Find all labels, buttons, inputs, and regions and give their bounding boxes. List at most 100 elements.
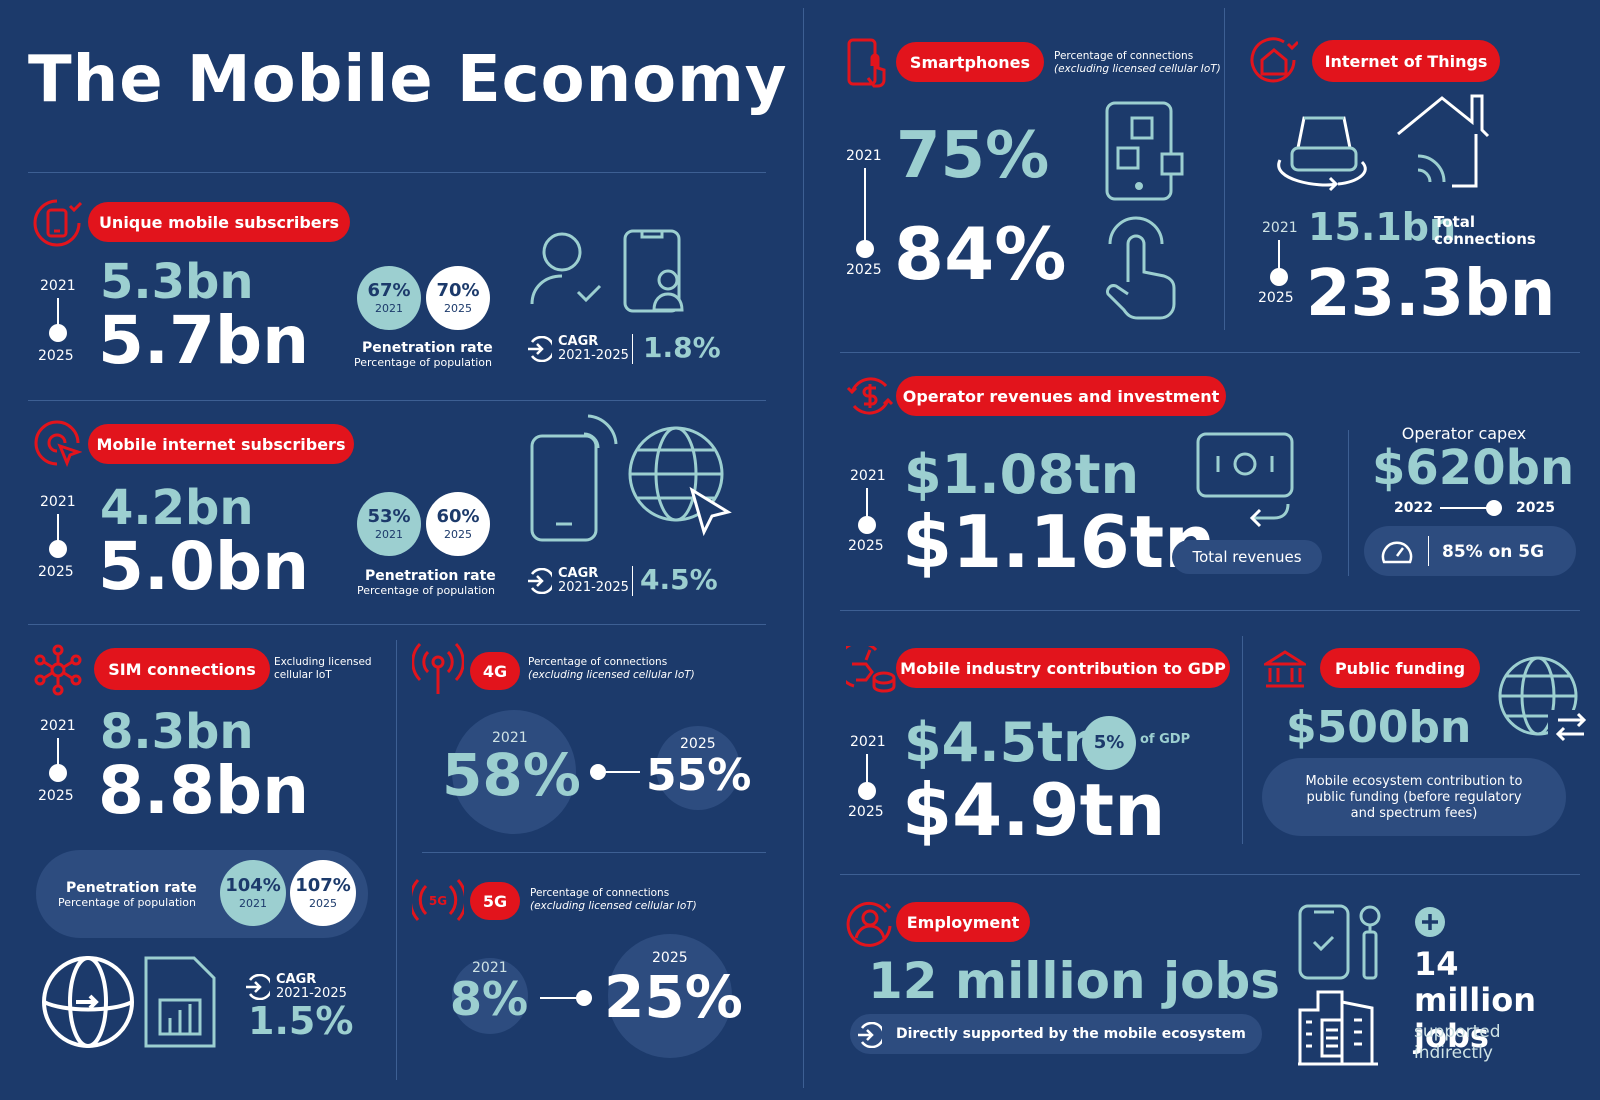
smartphone-touch-icon [846,38,888,88]
connector-line [602,771,640,773]
cagr-label: CAGR [558,566,599,581]
penetration-2021: 67% 2021 [357,266,421,330]
page-title: The Mobile Economy [28,43,788,117]
capex-5g-label: 85% on 5G [1442,542,1545,562]
sim-2021-value: 8.3bn [100,704,254,760]
penetration-title: Penetration rate [362,340,493,356]
divider [396,640,397,1080]
person-check-icon [528,230,602,310]
arrow-in-icon [526,336,552,362]
timeline-dot [858,516,876,534]
connector-dot [590,764,606,780]
iot-note: Total connections [1434,213,1536,248]
4g-2021-value: 58% [442,741,581,809]
bank-icon [1264,650,1306,690]
divider [422,852,766,853]
year-label: 2021 [472,960,508,976]
divider [28,172,766,173]
year-label: 2025 [848,538,884,554]
gdp-label: Mobile industry contribution to GDP [896,648,1230,688]
iot-label: Internet of Things [1312,40,1500,82]
sim-card-icon [142,954,218,1050]
timeline-line [57,298,59,334]
year-label: 2022 [1394,500,1433,516]
divider [1224,8,1225,330]
smartphones-note: Percentage of connections (excluding lice… [1054,50,1221,75]
year-label: 2025 [846,262,882,278]
internet-subscribers-label: Mobile internet subscribers [88,424,354,464]
penetration-subtitle: Percentage of population [354,356,493,369]
year-label: 2021 [40,494,76,510]
cagr-value: 1.5% [248,999,354,1043]
gdp-2021-value: $4.5tn [904,711,1102,774]
penetration-title: Penetration rate [365,568,496,584]
phone-signal-icon [528,412,620,544]
timeline-dot [49,764,67,782]
capex-value: $620bn [1372,440,1575,496]
employment-direct-note: Directly supported by the mobile ecosyst… [896,1026,1246,1042]
divider [1348,430,1349,576]
year-label: 2025 [848,804,884,820]
year-label: 2025 [680,736,716,752]
year-label: 2021 [1262,220,1298,236]
public-funding-label: Public funding [1320,648,1480,688]
cagr-years: 2021-2025 [276,986,347,1001]
connector-line [540,997,578,999]
year-label: 2025 [1258,290,1294,306]
arrow-in-icon [856,1022,882,1048]
divider [840,874,1580,875]
penetration-subtitle: Percentage of population [58,896,197,909]
year-label: 2021 [492,730,528,746]
connector-dot [1486,500,1502,516]
antenna-icon [412,640,464,696]
penetration-2025: 107% 2025 [290,860,356,926]
sim-connections-label: SIM connections [94,648,270,690]
timeline-dot [49,324,67,342]
operator-revenues-label: Operator revenues and investment [896,376,1226,416]
connector-dot [576,990,592,1006]
speedometer-icon [1380,536,1414,566]
phone-check-icon [32,198,82,248]
year-label: 2025 [38,348,74,364]
year-label: 2021 [846,148,882,164]
arrow-in-icon [244,974,270,1000]
timeline-dot [856,240,874,258]
divider [840,352,1580,353]
phone-check-icon [1298,904,1350,980]
gdp-2025-value: $4.9tn [902,768,1166,852]
globe-arrow-icon [40,954,136,1050]
4g-2021-bubble [452,710,576,834]
divider [632,566,633,596]
public-funding-description: Mobile ecosystem contribution to public … [1305,774,1523,821]
timeline-line [57,738,59,774]
phone-user-icon [622,228,692,314]
connector-line [1440,507,1492,509]
iot-2025-value: 23.3bn [1306,257,1556,331]
iot-2021-value: 15.1bn [1308,205,1457,249]
4g-note: Percentage of connections (excluding lice… [528,656,695,681]
year-label: 2025 [38,788,74,804]
globe-refresh-icon [1498,656,1594,742]
cagr-value: 4.5% [640,563,718,596]
4g-2025-bubble [656,726,740,810]
5g-2021-bubble [452,958,528,1034]
timeline-dot [1270,268,1288,286]
internet-2021-value: 4.2bn [100,480,254,536]
penetration-subtitle: Percentage of population [357,584,496,597]
capex-title: Operator capex [1401,424,1527,443]
year-label: 2021 [850,734,886,750]
unique-2021-value: 5.3bn [100,254,254,310]
touch-finger-icon [1100,212,1180,320]
5g-label: 5G [470,882,520,920]
employment-label: Employment [896,902,1030,942]
divider [840,610,1580,611]
employment-direct-box [850,1014,1262,1054]
cagr-years: 2021-2025 [558,580,629,595]
smartphones-label: Smartphones [896,42,1044,82]
sim-2025-value: 8.8bn [98,752,310,829]
5g-2021-value: 8% [450,972,529,1026]
timeline-dot [49,540,67,558]
gdp-percent-note: of GDP [1140,732,1191,747]
arrow-in-icon [526,568,552,594]
5g-note: Percentage of connections (excluding lice… [530,887,697,912]
